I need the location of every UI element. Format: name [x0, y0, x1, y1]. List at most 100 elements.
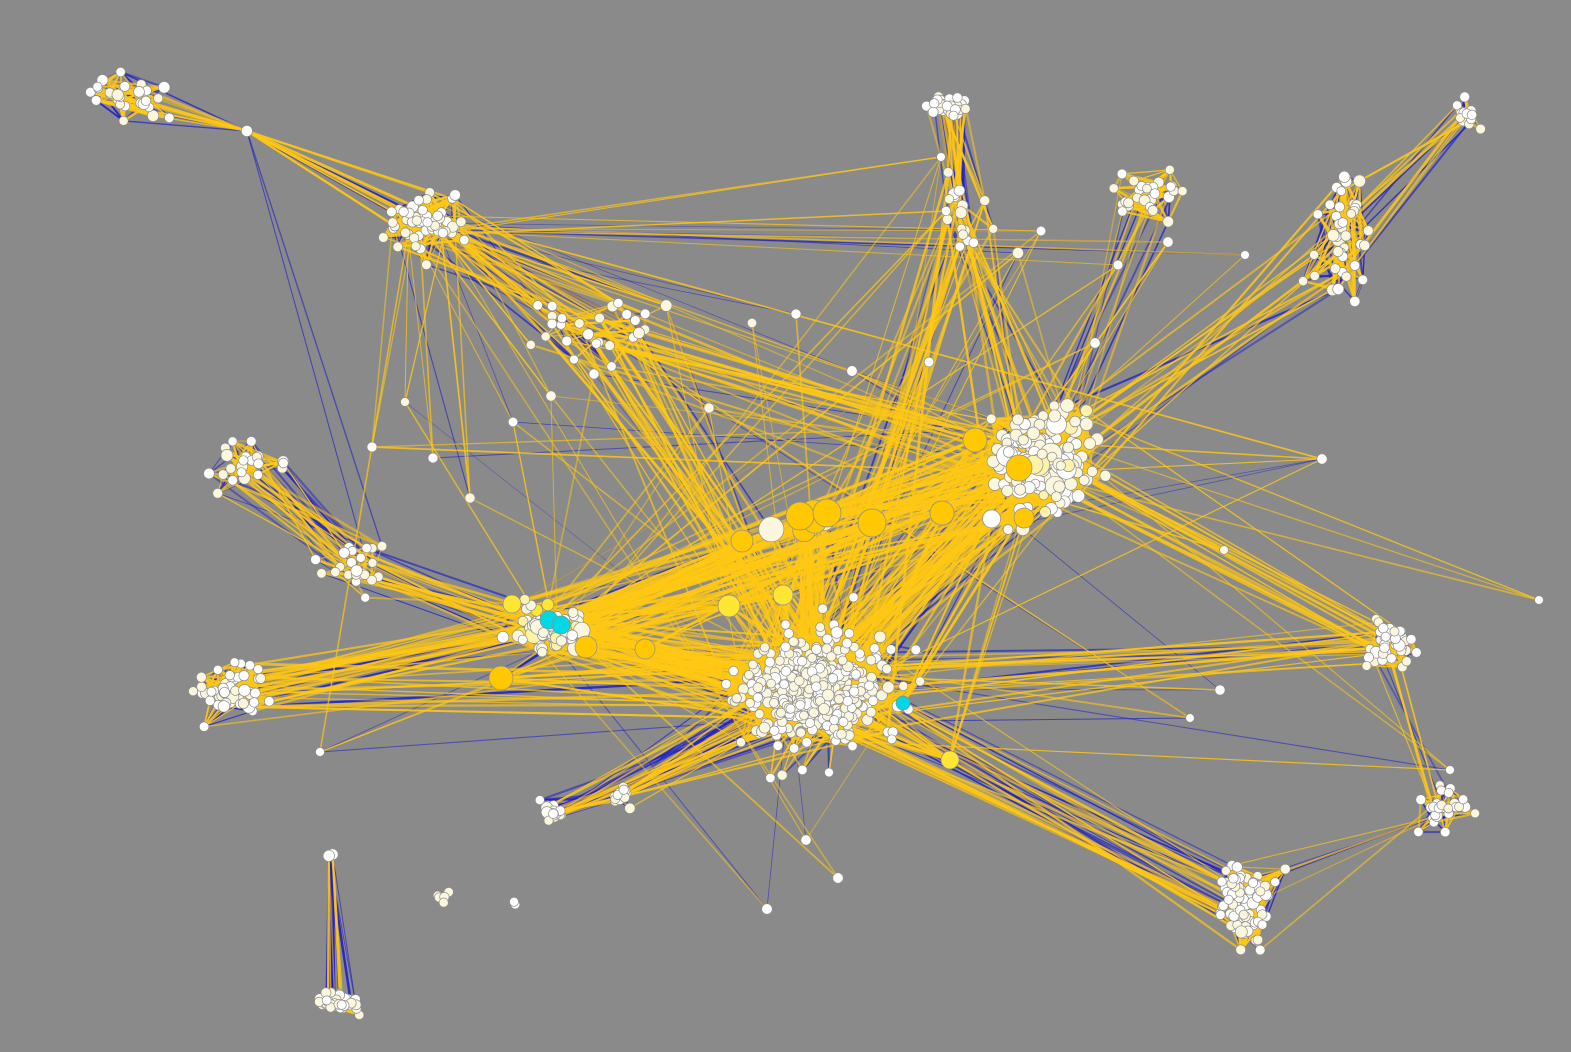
- graph-node[interactable]: [1223, 894, 1234, 905]
- graph-node[interactable]: [743, 670, 754, 680]
- graph-node[interactable]: [338, 547, 350, 559]
- graph-node[interactable]: [1142, 183, 1152, 194]
- graph-node[interactable]: [422, 217, 433, 228]
- graph-node[interactable]: [728, 665, 739, 676]
- graph-node[interactable]: [838, 717, 849, 727]
- graph-node[interactable]: [1329, 263, 1341, 274]
- graph-node[interactable]: [1036, 448, 1048, 460]
- graph-node[interactable]: [882, 681, 895, 694]
- graph-node[interactable]: [952, 92, 963, 103]
- graph-node[interactable]: [437, 227, 449, 239]
- graph-node-isolated[interactable]: [761, 903, 773, 915]
- graph-node[interactable]: [546, 318, 558, 330]
- graph-node[interactable]: [350, 564, 363, 577]
- graph-node[interactable]: [336, 999, 347, 1010]
- graph-node[interactable]: [764, 656, 776, 668]
- graph-node[interactable]: [1443, 787, 1454, 798]
- graph-node[interactable]: [196, 681, 207, 693]
- graph-node-hub[interactable]: [634, 638, 656, 660]
- graph-node-isolated[interactable]: [790, 308, 802, 320]
- graph-node[interactable]: [118, 115, 129, 126]
- graph-node-hub[interactable]: [488, 665, 514, 691]
- graph-node[interactable]: [865, 706, 877, 718]
- graph-node[interactable]: [821, 688, 835, 702]
- graph-node[interactable]: [1050, 491, 1062, 503]
- graph-node-isolated[interactable]: [923, 356, 935, 368]
- graph-node[interactable]: [1165, 181, 1176, 192]
- graph-node[interactable]: [1389, 626, 1400, 637]
- graph-node[interactable]: [537, 646, 548, 658]
- graph-node-isolated[interactable]: [746, 317, 758, 329]
- graph-node[interactable]: [459, 234, 470, 246]
- graph-node-isolated[interactable]: [366, 441, 378, 453]
- graph-node[interactable]: [255, 673, 267, 684]
- graph-node[interactable]: [237, 697, 249, 709]
- graph-node[interactable]: [826, 651, 837, 662]
- graph-node[interactable]: [633, 327, 645, 339]
- graph-node[interactable]: [227, 436, 238, 447]
- graph-node[interactable]: [217, 469, 229, 480]
- graph-node[interactable]: [1221, 865, 1231, 876]
- graph-node[interactable]: [1002, 524, 1014, 535]
- graph-node[interactable]: [954, 241, 965, 252]
- graph-node[interactable]: [948, 110, 959, 121]
- graph-node[interactable]: [1116, 168, 1128, 180]
- graph-node-hub[interactable]: [717, 594, 741, 618]
- graph-node[interactable]: [1470, 808, 1480, 819]
- graph-node[interactable]: [1128, 175, 1140, 187]
- graph-node[interactable]: [1324, 199, 1336, 210]
- graph-node[interactable]: [1332, 246, 1344, 257]
- graph-node[interactable]: [153, 93, 164, 104]
- graph-node[interactable]: [759, 642, 770, 653]
- graph-node-isolated[interactable]: [936, 152, 946, 162]
- graph-node[interactable]: [547, 300, 558, 312]
- graph-node[interactable]: [898, 681, 909, 692]
- graph-node[interactable]: [752, 682, 764, 693]
- graph-node[interactable]: [866, 671, 877, 683]
- graph-node[interactable]: [788, 743, 800, 754]
- graph-node[interactable]: [783, 628, 794, 639]
- graph-node-isolated[interactable]: [1534, 595, 1544, 605]
- graph-node-isolated[interactable]: [315, 747, 325, 757]
- graph-node[interactable]: [1298, 276, 1309, 287]
- graph-node[interactable]: [212, 664, 223, 675]
- graph-node[interactable]: [780, 641, 791, 652]
- graph-node[interactable]: [1086, 465, 1098, 478]
- graph-node[interactable]: [1046, 451, 1058, 463]
- graph-node[interactable]: [1108, 183, 1119, 194]
- graph-node[interactable]: [824, 767, 834, 778]
- graph-node[interactable]: [417, 205, 428, 216]
- graph-node[interactable]: [794, 675, 805, 686]
- graph-node[interactable]: [1080, 404, 1093, 417]
- graph-node-hub[interactable]: [574, 635, 598, 659]
- graph-node[interactable]: [821, 643, 832, 654]
- graph-node[interactable]: [795, 699, 806, 711]
- graph-node[interactable]: [1361, 660, 1372, 671]
- graph-node[interactable]: [1363, 652, 1374, 663]
- graph-node[interactable]: [330, 567, 341, 578]
- graph-node[interactable]: [776, 769, 788, 781]
- graph-node[interactable]: [540, 331, 551, 342]
- graph-node[interactable]: [574, 318, 585, 329]
- graph-node[interactable]: [1406, 634, 1417, 645]
- graph-node[interactable]: [841, 637, 853, 649]
- graph-node[interactable]: [532, 300, 543, 311]
- graph-node[interactable]: [188, 686, 199, 697]
- graph-node[interactable]: [736, 737, 746, 748]
- graph-node[interactable]: [811, 643, 822, 655]
- graph-node-isolated[interactable]: [1089, 337, 1101, 349]
- graph-node[interactable]: [204, 695, 216, 706]
- graph-node[interactable]: [1346, 208, 1357, 219]
- graph-node[interactable]: [566, 629, 578, 641]
- graph-node[interactable]: [321, 995, 332, 1006]
- graph-node[interactable]: [310, 554, 321, 565]
- graph-node[interactable]: [1216, 876, 1227, 887]
- graph-node-isolated[interactable]: [507, 416, 519, 428]
- graph-node[interactable]: [1039, 506, 1051, 518]
- graph-node[interactable]: [119, 81, 131, 92]
- graph-node[interactable]: [881, 663, 893, 675]
- graph-node[interactable]: [865, 654, 877, 666]
- graph-node[interactable]: [1071, 489, 1086, 503]
- graph-node[interactable]: [1380, 631, 1391, 642]
- graph-node[interactable]: [1334, 201, 1345, 213]
